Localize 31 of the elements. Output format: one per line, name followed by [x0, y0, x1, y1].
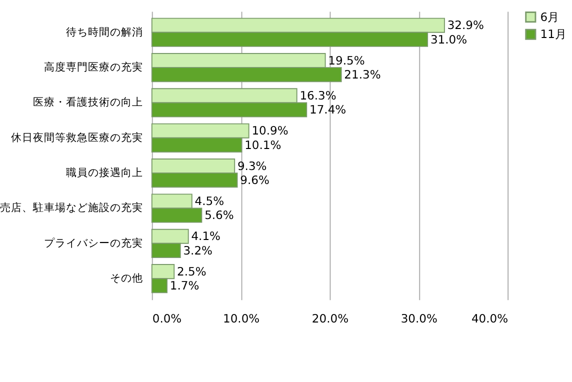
y-tick-label: プライバシーの充実 — [44, 236, 143, 250]
x-tick-label: 40.0% — [471, 311, 508, 326]
y-tick-label: 職員の接遇向上 — [66, 166, 143, 179]
y-tick-label: 医療・看護技術の向上 — [32, 96, 143, 109]
data-label: 4.1% — [191, 229, 221, 244]
y-tick-label: 高度専門医療の充実 — [44, 60, 143, 74]
legend-label: 6月 — [540, 10, 560, 24]
data-label: 31.0% — [430, 32, 468, 46]
data-label: 4.5% — [194, 194, 224, 208]
y-tick-label: 休日夜間等救急医療の充実 — [10, 130, 143, 144]
y-tick-label: 待ち時間の解消 — [66, 25, 143, 38]
data-label: 1.7% — [170, 278, 200, 292]
data-label: 32.9% — [447, 18, 484, 32]
data-label: 9.6% — [240, 172, 270, 187]
legend-label: 11月 — [540, 27, 567, 42]
data-label: 10.1% — [244, 138, 282, 152]
y-tick-label: その他 — [110, 272, 143, 284]
data-label: 3.2% — [183, 243, 213, 258]
data-label: 2.5% — [177, 264, 206, 278]
x-tick-label: 0.0% — [152, 311, 182, 326]
x-tick-label: 20.0% — [312, 311, 349, 326]
data-label: 10.9% — [252, 124, 288, 138]
x-tick-label: 10.0% — [223, 311, 260, 326]
data-label: 21.3% — [344, 67, 381, 82]
data-label: 19.5% — [328, 53, 365, 68]
x-tick-label: 30.0% — [400, 311, 438, 326]
data-label: 9.3% — [237, 158, 267, 173]
data-label: 16.3% — [300, 88, 336, 103]
data-label: 17.4% — [310, 102, 346, 117]
y-tick-label: 売店、駐車場など施設の充実 — [0, 201, 143, 214]
data-label: 5.6% — [204, 208, 234, 222]
